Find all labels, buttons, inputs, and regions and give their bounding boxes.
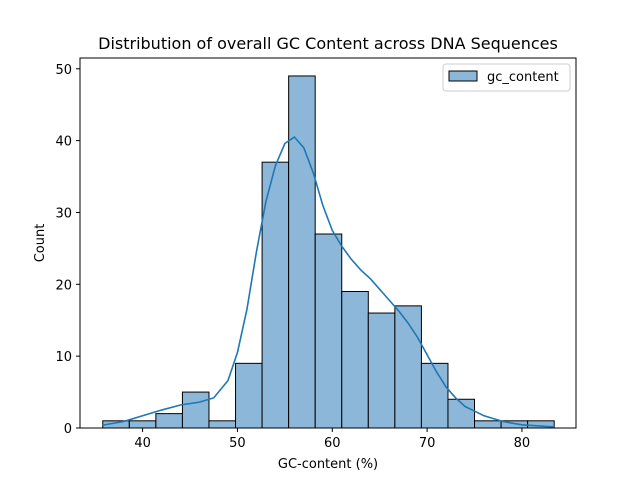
y-tick-label: 40	[55, 135, 72, 150]
y-tick-label: 30	[55, 206, 72, 221]
y-axis-label: Count	[33, 224, 48, 263]
histogram-bar-12	[420, 362, 449, 429]
kde-curve	[102, 135, 555, 428]
histogram-bar-4	[208, 420, 237, 429]
x-axis-ticks: 40 50 60 70 80	[134, 428, 530, 451]
x-tick-label: 50	[229, 436, 246, 451]
y-axis-ticks: 0 10 20 30 40 50	[55, 63, 80, 437]
legend: gc_content	[442, 63, 571, 92]
histogram-bar-5	[235, 362, 263, 429]
plot-frame	[79, 57, 577, 429]
legend-label: gc_content	[487, 70, 559, 85]
histogram-bar-7	[288, 75, 316, 429]
histogram-bar-3	[181, 391, 210, 429]
legend-swatch	[448, 70, 478, 82]
y-tick-label: 0	[64, 422, 72, 437]
y-tick-label: 10	[55, 350, 72, 365]
chart-title: Distribution of overall GC Content acros…	[98, 34, 558, 53]
y-tick-label: 20	[55, 278, 72, 293]
histogram-bar-10	[367, 312, 396, 429]
x-tick-label: 40	[134, 436, 151, 451]
histogram-bar-14	[474, 420, 502, 429]
histogram-bars	[102, 75, 555, 429]
x-tick-label: 60	[324, 436, 341, 451]
y-tick-label: 50	[55, 63, 72, 78]
histogram-bar-2	[155, 413, 183, 429]
histogram-bar-1	[128, 420, 157, 429]
x-tick-label: 70	[419, 436, 436, 451]
x-tick-label: 80	[514, 436, 531, 451]
x-axis-label: GC-content (%)	[278, 457, 378, 472]
histogram-bar-9	[341, 290, 369, 429]
histogram-bar-8	[314, 233, 343, 429]
